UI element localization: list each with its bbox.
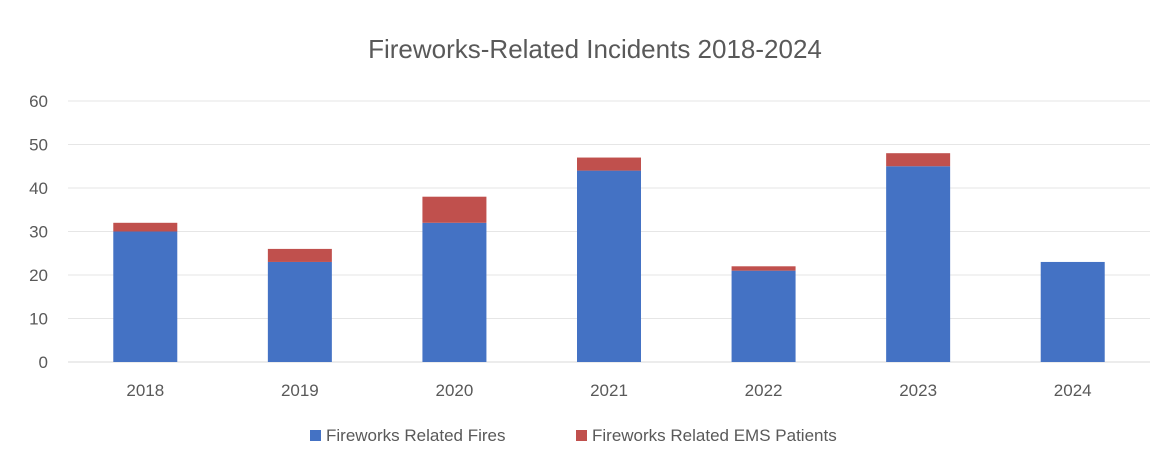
y-tick-label: 10 <box>29 310 48 329</box>
y-tick-label: 50 <box>29 136 48 155</box>
bar-segment <box>731 270 796 362</box>
y-tick-label: 0 <box>39 353 48 372</box>
y-axis-tick-labels: 0 10 20 30 40 50 60 <box>29 92 48 372</box>
legend-label: Fireworks Related EMS Patients <box>592 426 837 445</box>
bar-segment <box>267 261 332 362</box>
x-tick-label: 2018 <box>126 381 164 400</box>
x-tick-label: 2019 <box>281 381 319 400</box>
x-tick-label: 2020 <box>436 381 474 400</box>
y-tick-label: 60 <box>29 92 48 111</box>
y-tick-label: 20 <box>29 266 48 285</box>
x-axis-tick-labels: 2018 2019 2020 2021 2022 2023 2024 <box>126 381 1091 400</box>
legend-swatch <box>576 430 587 441</box>
bar-segment <box>731 266 796 271</box>
x-tick-label: 2023 <box>899 381 937 400</box>
legend-label: Fireworks Related Fires <box>326 426 506 445</box>
bar-segment <box>422 196 487 223</box>
chart-title: Fireworks-Related Incidents 2018-2024 <box>368 34 822 64</box>
legend-swatch <box>310 430 321 441</box>
bar-segment <box>1040 261 1105 362</box>
bar-segment <box>422 222 487 362</box>
bar-segment <box>267 248 332 262</box>
bars <box>113 153 1105 362</box>
bar-segment <box>113 231 178 362</box>
bar-segment <box>577 170 641 362</box>
bar-segment <box>577 157 641 171</box>
y-tick-label: 30 <box>29 223 48 242</box>
x-tick-label: 2024 <box>1054 381 1092 400</box>
legend: Fireworks Related Fires Fireworks Related… <box>310 426 837 445</box>
bar-segment <box>113 222 178 232</box>
bar-segment <box>886 153 951 167</box>
y-tick-label: 40 <box>29 179 48 198</box>
x-tick-label: 2022 <box>745 381 783 400</box>
bar-segment <box>886 166 951 362</box>
x-tick-label: 2021 <box>590 381 628 400</box>
